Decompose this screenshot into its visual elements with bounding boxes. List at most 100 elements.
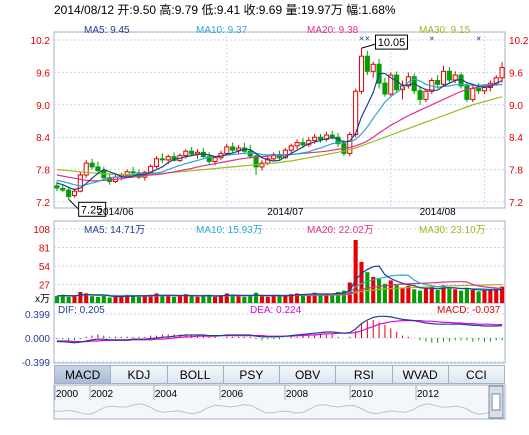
tab-obv[interactable]: OBV [280,365,337,384]
tab-rsi[interactable]: RSI [336,365,393,384]
volume-bar-up [312,292,317,303]
candle-down [317,136,324,140]
candle-up [235,147,242,151]
volume-y-tick: 54 [39,262,51,273]
volume-bar-down [54,296,59,303]
candle-up [440,70,447,85]
volume-bar-down [207,294,212,303]
candle-up [212,157,218,163]
macd-y-tick: -0.399 [22,358,51,369]
tab-macd[interactable]: MACD [54,365,112,384]
price-y-tick-left: 7.2 [36,198,50,209]
tab-wvad[interactable]: WVAD [392,365,449,384]
price-legend-ma5: MA5: 9.45 [84,25,130,36]
timeline-navigator [53,384,506,420]
price-y-tick-right: 7.8 [509,166,523,177]
candle-up [153,158,160,167]
volume-bar-up [119,296,124,303]
price-y-tick-right: 7.2 [509,198,523,209]
candle-up [370,63,376,72]
candle-up [312,136,318,141]
volume-bar-up [166,296,171,303]
volume-bar-up [283,294,288,303]
price-legend-ma30: MA30: 9.15 [419,25,471,36]
volume-y-tick: 81 [39,244,51,255]
timeline-year-label: 2012 [417,389,440,400]
volume-bar-up [265,296,270,303]
price-y-tick-right: 10.2 [509,36,529,47]
timeline-handle-grip-icon[interactable] [491,393,501,411]
volume-legend-ma30: MA30: 23.10万 [419,225,486,236]
volume-bar-down [95,296,100,303]
tab-kdj[interactable]: KDJ [111,365,168,384]
volume-bar-down [160,295,165,303]
volume-bar-down [459,290,464,303]
tab-cci[interactable]: CCI [448,365,505,384]
tab-boll[interactable]: BOLL [167,365,224,384]
indicator-tabs: MACD KDJ BOLL PSY OBV RSI WVAD CCI [54,365,505,384]
volume-bar-down [136,296,141,303]
candle-down [364,55,370,72]
volume-bar-up [429,286,434,303]
candle-up [388,74,394,95]
volume-bar-down [300,294,305,303]
volume-bar-down [418,290,423,303]
price-y-tick-left: 9.6 [36,68,50,79]
candle-up [470,88,476,100]
price-y-tick-right: 9.0 [509,101,523,112]
candle-up [288,145,294,151]
candle-down [54,185,60,189]
volume-bar-down [377,279,382,303]
volume-bar-up [183,294,188,303]
price-y-tick-left: 9.0 [36,101,50,112]
candle-down [60,188,66,191]
candle-up [353,90,359,136]
high-pointer [361,43,376,49]
volume-bar-up [148,294,153,303]
ma30-line [56,96,503,176]
event-marker-icon: ✕ [429,36,435,43]
dif-line [56,315,503,344]
timeline-year-label: 2004 [155,389,178,400]
candle-up [83,162,89,176]
volume-bar-up [353,239,358,303]
event-marker-icon: ✕ [359,36,365,43]
volume-bar-up [488,289,493,303]
candle-down [189,150,195,155]
high-label-box [375,34,408,50]
volume-bar-down [318,294,323,303]
price-legend-ma10: MA10: 9.37 [196,25,248,36]
macd-y-tick: 0.399 [25,310,50,321]
candle-down [89,162,95,168]
candle-up [358,55,365,92]
volume-bar-down [447,288,452,303]
candle-down [130,171,136,174]
candle-down [247,150,253,157]
candle-down [476,88,482,92]
volume-bar-up [289,294,294,303]
volume-bar-up [470,289,475,303]
volume-bar-down [254,292,259,303]
quote-header: 2014/08/12 开:9.50 高:9.79 低:9.41 收:9.69 量… [54,3,396,17]
volume-bar-up [494,288,499,303]
low-pointer [68,198,79,210]
candle-down [464,85,470,100]
macd-legend-dea: DEA: 0.224 [250,305,302,316]
candle-down [435,80,441,85]
price-panel-frame [53,31,506,209]
tab-psy[interactable]: PSY [223,365,280,384]
volume-bar-up [271,296,276,303]
volume-bar-down [336,292,341,303]
volume-bar-up [125,294,130,303]
price-legend-ma20: MA20: 9.38 [307,25,359,36]
timeline-year-label: 2008 [286,389,309,400]
event-marker-icon: ✕ [476,36,482,43]
volume-bar-up [259,296,264,303]
volume-bar-up [441,285,446,303]
volume-ma5-line [56,265,503,298]
volume-bar-up [154,293,159,303]
candle-down [230,146,236,151]
volume-bar-down [90,296,95,303]
candle-down [95,166,101,172]
